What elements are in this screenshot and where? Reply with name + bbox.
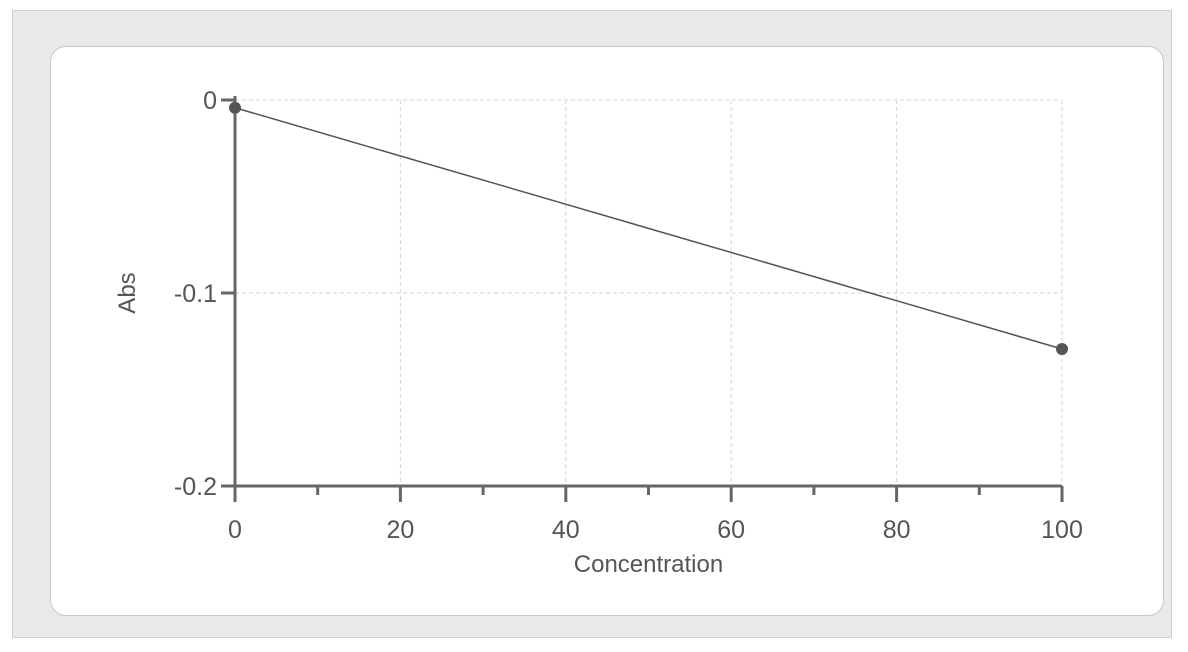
data-point xyxy=(1056,342,1068,355)
x-tick-label: 20 xyxy=(386,516,414,544)
y-tick-label: 0 xyxy=(203,87,217,115)
y-tick-label: -0.2 xyxy=(174,473,217,501)
axes xyxy=(233,96,1062,488)
y-tick-label: -0.1 xyxy=(174,280,217,308)
series xyxy=(229,101,1068,355)
grid xyxy=(235,99,1063,486)
ticks xyxy=(221,98,1064,502)
y-axis-title: Abs xyxy=(114,272,141,313)
x-axis-title: Concentration xyxy=(574,551,723,578)
x-tick-label: 60 xyxy=(717,516,745,544)
x-tick-label: 0 xyxy=(228,516,242,544)
tick-labels: 0 20 40 60 80 100 0 -0.1 -0.2 xyxy=(174,87,1083,544)
x-tick-label: 100 xyxy=(1041,516,1083,544)
series-line xyxy=(234,107,1063,350)
x-tick-label: 40 xyxy=(552,516,580,544)
x-tick-label: 80 xyxy=(883,516,911,544)
data-point xyxy=(229,101,241,114)
